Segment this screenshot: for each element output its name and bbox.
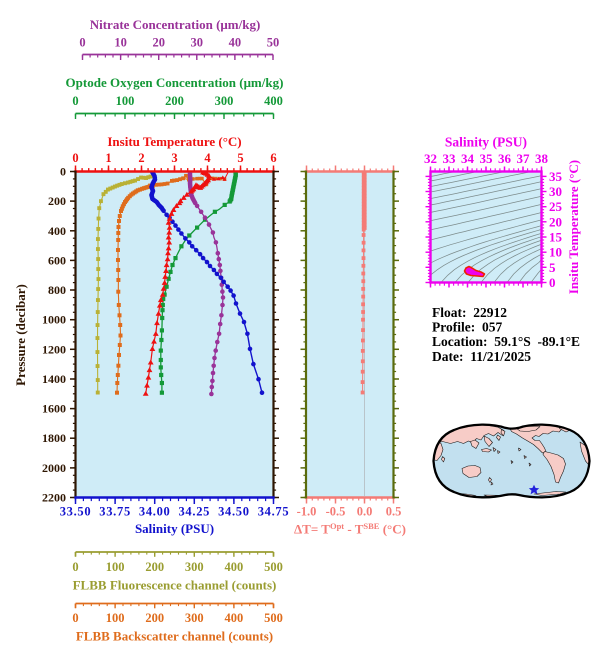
- svg-text:25: 25: [549, 199, 563, 214]
- svg-text:Salinity (PSU): Salinity (PSU): [135, 521, 214, 536]
- svg-text:1400: 1400: [42, 372, 66, 386]
- svg-text:2000: 2000: [42, 461, 66, 475]
- svg-text:40: 40: [229, 36, 242, 50]
- svg-text:20: 20: [152, 36, 165, 50]
- svg-text:Insitu Temperature (°C): Insitu Temperature (°C): [107, 134, 241, 149]
- svg-text:34.00: 34.00: [139, 505, 171, 519]
- svg-text:4: 4: [204, 151, 211, 165]
- svg-text:0: 0: [72, 94, 78, 108]
- svg-text:Nitrate Concentration (μm/kg): Nitrate Concentration (μm/kg): [90, 17, 261, 32]
- svg-text:3: 3: [171, 151, 177, 165]
- svg-text:500: 500: [264, 611, 283, 625]
- svg-text:33.75: 33.75: [99, 505, 131, 519]
- svg-text:34.75: 34.75: [258, 505, 290, 519]
- svg-text:200: 200: [165, 94, 184, 108]
- svg-text:100: 100: [106, 560, 125, 574]
- svg-text:-0.5: -0.5: [326, 505, 346, 519]
- svg-text:0: 0: [72, 151, 78, 165]
- svg-text:0: 0: [549, 275, 556, 290]
- svg-text:15: 15: [549, 230, 563, 245]
- svg-text:500: 500: [264, 560, 283, 574]
- svg-text:100: 100: [106, 611, 125, 625]
- svg-text:1: 1: [105, 151, 111, 165]
- svg-text:FLBB Fluorescence channel (cou: FLBB Fluorescence channel (counts): [73, 578, 277, 593]
- svg-text:FLBB Backscatter channel (coun: FLBB Backscatter channel (counts): [76, 629, 273, 644]
- svg-text:33.50: 33.50: [60, 505, 92, 519]
- svg-text:1600: 1600: [42, 402, 66, 416]
- svg-text:600: 600: [48, 253, 66, 267]
- svg-text:100: 100: [116, 94, 135, 108]
- svg-text:50: 50: [267, 36, 280, 50]
- svg-text:2: 2: [138, 151, 144, 165]
- svg-text:ΔT= TOpt - TSBE (°C): ΔT= TOpt - TSBE (°C): [294, 521, 406, 537]
- svg-text:35: 35: [480, 151, 494, 166]
- svg-text:10: 10: [114, 36, 127, 50]
- svg-text:34.25: 34.25: [178, 505, 210, 519]
- svg-text:Pressure (decibar): Pressure (decibar): [13, 284, 28, 386]
- svg-text:30: 30: [549, 184, 562, 199]
- svg-text:1200: 1200: [42, 342, 66, 356]
- svg-text:300: 300: [185, 611, 204, 625]
- svg-text:0: 0: [60, 165, 66, 179]
- svg-text:36: 36: [498, 151, 512, 166]
- svg-text:Float: 22912: Float: 22912: [432, 305, 507, 320]
- svg-text:30: 30: [191, 36, 204, 50]
- svg-text:37: 37: [517, 151, 531, 166]
- svg-text:400: 400: [48, 224, 66, 238]
- svg-text:Location: 59.1°S -89.1°E: Location: 59.1°S -89.1°E: [432, 334, 580, 349]
- svg-text:300: 300: [185, 560, 204, 574]
- svg-text:5: 5: [237, 151, 243, 165]
- svg-text:6: 6: [270, 151, 276, 165]
- svg-text:200: 200: [145, 611, 164, 625]
- svg-text:-1.0: -1.0: [297, 505, 317, 519]
- svg-text:38: 38: [535, 151, 549, 166]
- svg-text:35: 35: [549, 169, 563, 184]
- svg-text:10: 10: [549, 245, 562, 260]
- svg-text:1800: 1800: [42, 431, 66, 445]
- svg-text:Optode Oxygen Concentration (μ: Optode Oxygen Concentration (μm/kg): [66, 75, 284, 90]
- svg-text:20: 20: [549, 214, 562, 229]
- svg-text:5: 5: [549, 260, 556, 275]
- svg-text:Salinity (PSU): Salinity (PSU): [445, 135, 527, 150]
- svg-text:400: 400: [225, 560, 244, 574]
- svg-text:34: 34: [461, 151, 475, 166]
- svg-text:0: 0: [72, 560, 78, 574]
- svg-text:Date: 11/21/2025: Date: 11/21/2025: [432, 349, 531, 364]
- svg-text:32: 32: [424, 151, 437, 166]
- svg-text:200: 200: [145, 560, 164, 574]
- svg-text:400: 400: [225, 611, 244, 625]
- svg-text:34.50: 34.50: [218, 505, 250, 519]
- svg-text:2200: 2200: [42, 491, 66, 505]
- svg-text:300: 300: [215, 94, 234, 108]
- svg-text:0: 0: [72, 611, 78, 625]
- svg-text:0.5: 0.5: [386, 505, 402, 519]
- svg-text:400: 400: [264, 94, 283, 108]
- svg-text:0.0: 0.0: [357, 505, 373, 519]
- svg-text:0: 0: [79, 36, 85, 50]
- svg-text:Insitu Temperature (°C): Insitu Temperature (°C): [566, 160, 581, 294]
- svg-text:1000: 1000: [42, 313, 66, 327]
- svg-text:200: 200: [48, 194, 66, 208]
- svg-text:Profile: 057: Profile: 057: [432, 320, 502, 335]
- svg-text:33: 33: [443, 151, 457, 166]
- svg-text:800: 800: [48, 283, 66, 297]
